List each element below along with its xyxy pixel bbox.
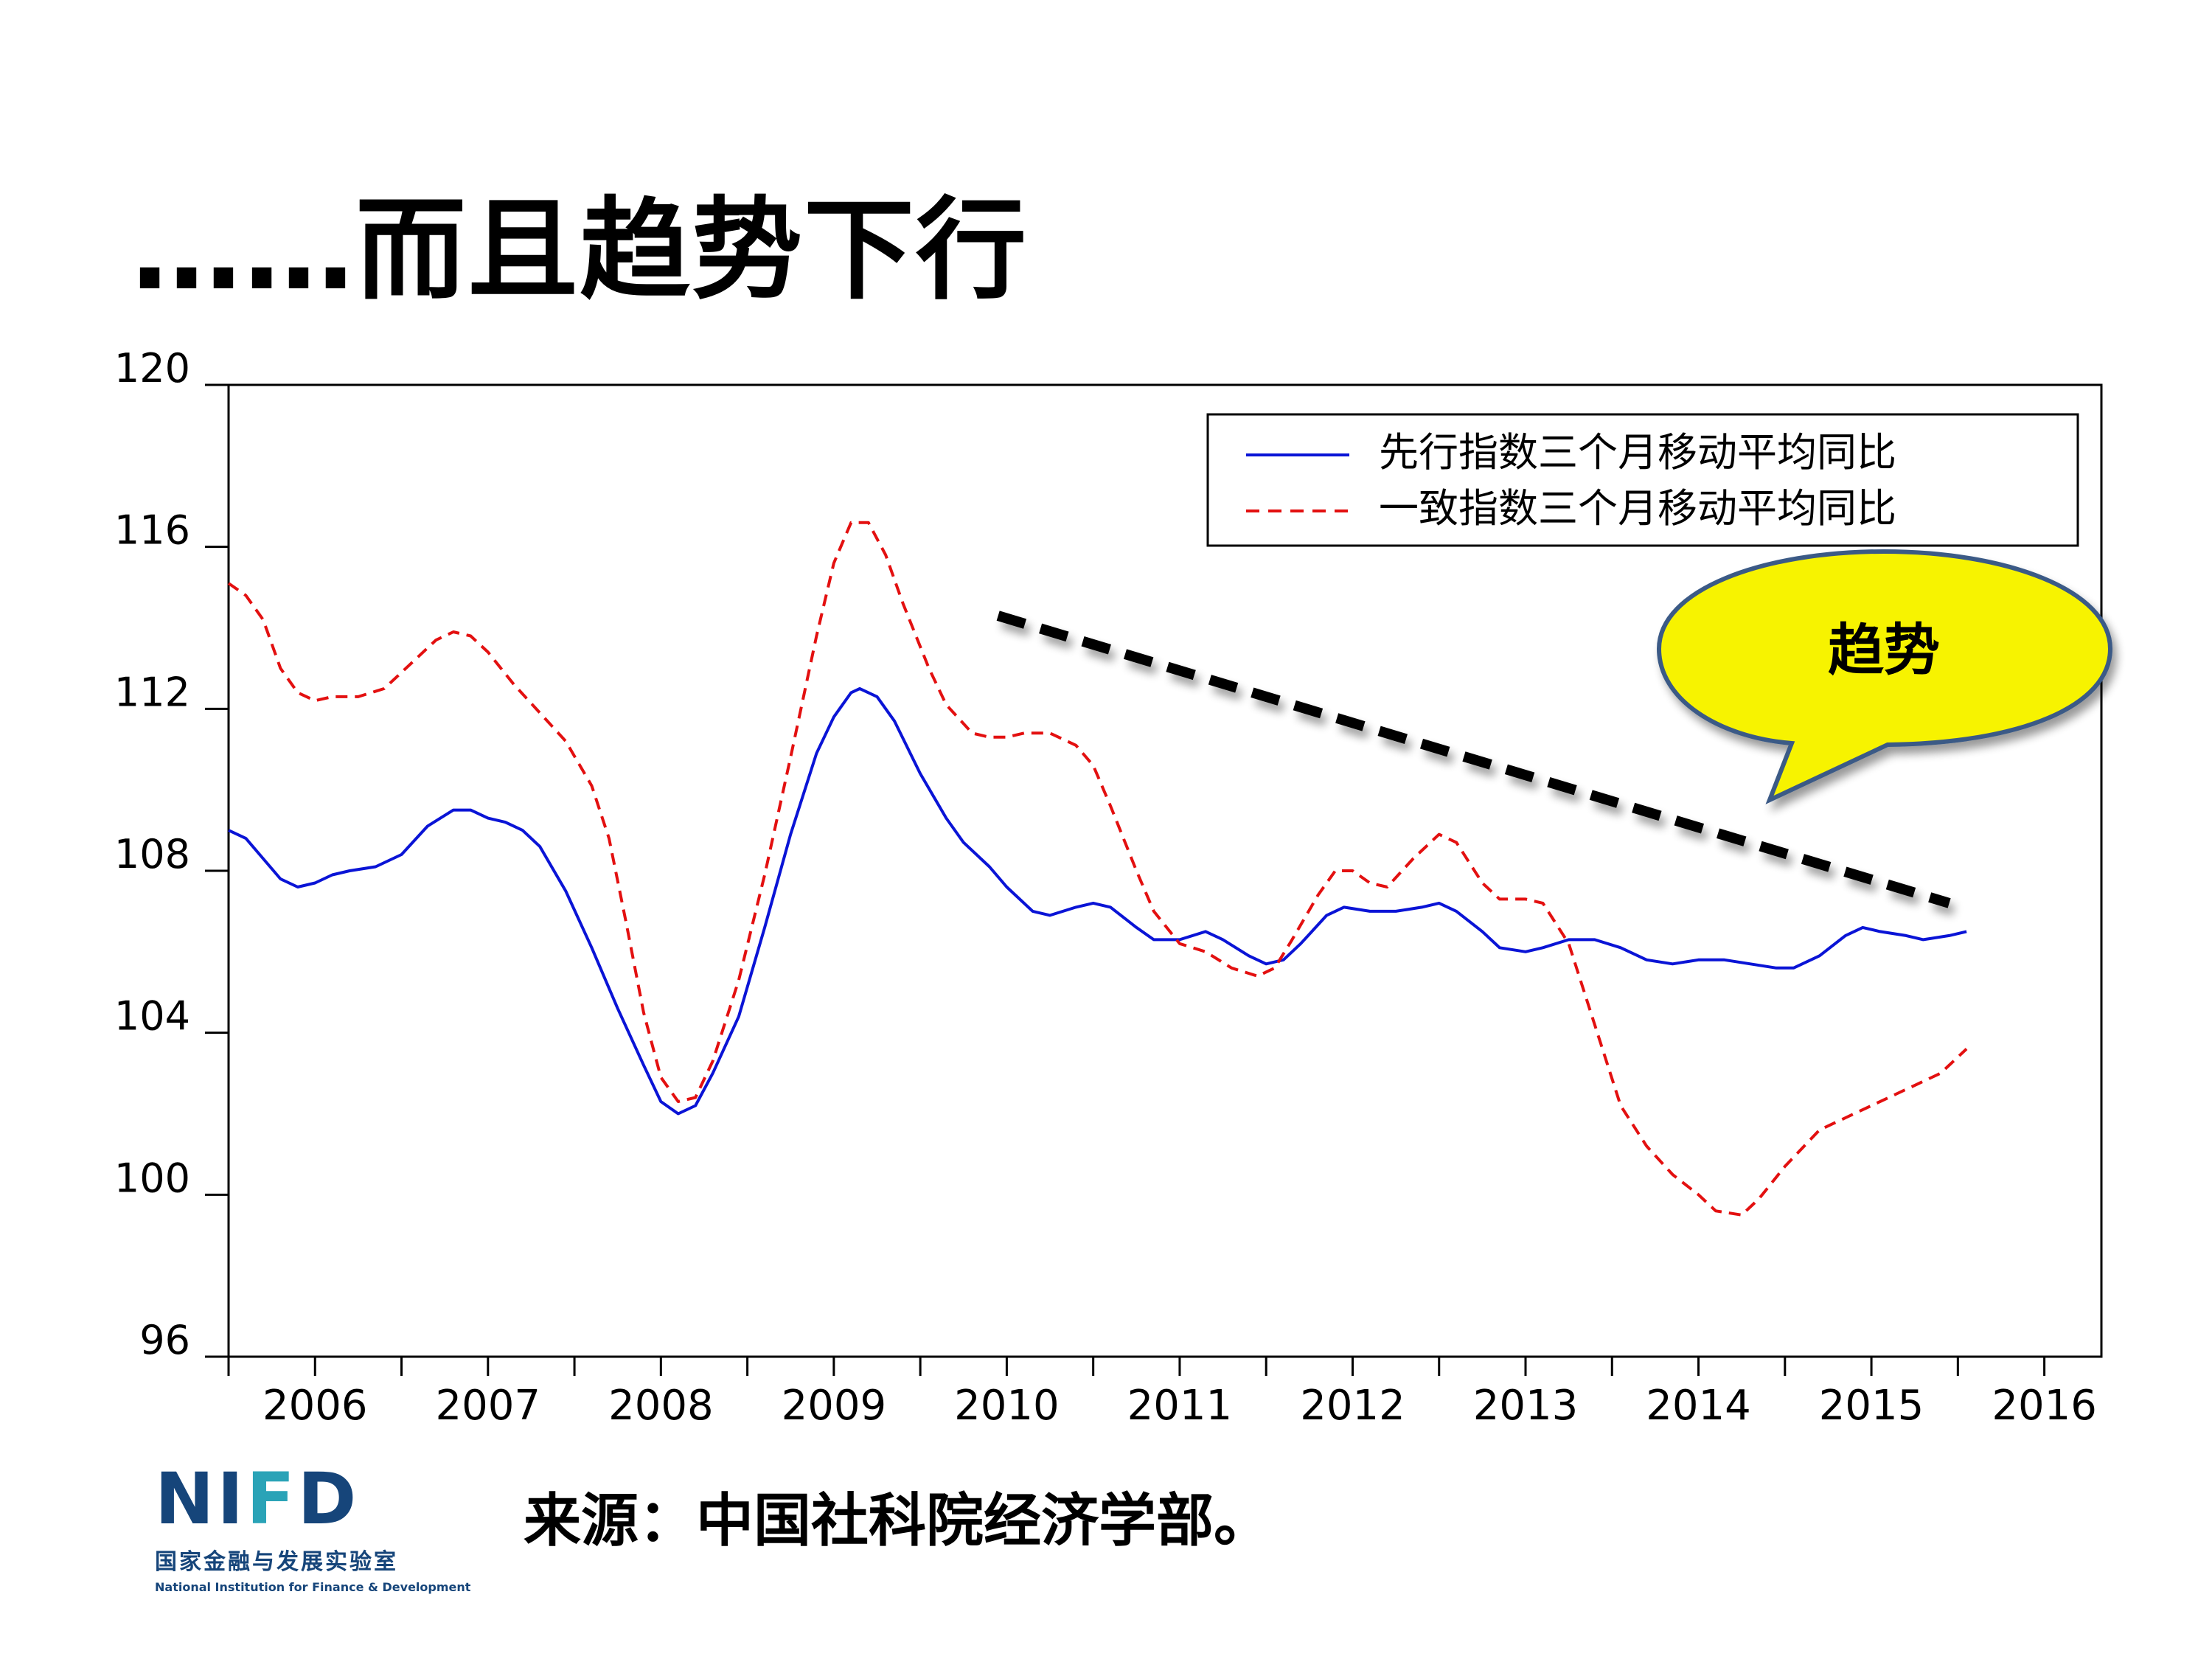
logo-name-cn: 国家金融与发展实验室 bbox=[155, 1549, 398, 1575]
x-tick-label: 2008 bbox=[608, 1382, 714, 1430]
legend: 先行指数三个月移动平均同比 一致指数三个月移动平均同比 bbox=[1206, 413, 2079, 547]
x-tick-label: 2011 bbox=[1127, 1382, 1233, 1430]
series-line-leading bbox=[228, 686, 1967, 1116]
legend-box bbox=[1206, 413, 2079, 547]
slide-title: ……而且趋势下行 bbox=[131, 187, 1029, 315]
callout-bubble bbox=[1656, 549, 2113, 804]
x-axis: 2006 2007 2008 2009 2010 2011 2012 2013 2014 2015… bbox=[227, 1357, 2097, 1430]
logo-mark-ni: NI bbox=[155, 1458, 247, 1540]
series-line-coincident bbox=[227, 521, 1968, 1217]
y-tick-label: 112 bbox=[114, 669, 190, 715]
x-tick-label: 2009 bbox=[782, 1382, 887, 1430]
x-tick-label: 2012 bbox=[1300, 1382, 1405, 1430]
logo-mark-f: F bbox=[246, 1458, 298, 1540]
trend-callout: 趋势 bbox=[1656, 549, 2113, 804]
y-tick-label: 96 bbox=[139, 1317, 190, 1363]
source-note: 来源：中国社科院经济学部。 bbox=[524, 1487, 1272, 1554]
logo-name-en: National Institution for Finance & Devel… bbox=[155, 1580, 471, 1594]
callout-text: 趋势 bbox=[1828, 617, 1940, 683]
y-tick-label: 108 bbox=[114, 831, 190, 877]
annotation-layer bbox=[996, 611, 1951, 908]
legend-label-leading: 先行指数三个月移动平均同比 bbox=[1379, 429, 1896, 476]
x-tick-label: 2014 bbox=[1646, 1382, 1751, 1430]
x-tick-label: 2016 bbox=[1992, 1382, 2097, 1430]
y-tick-label: 120 bbox=[114, 345, 190, 392]
logo-mark-d: D bbox=[297, 1458, 360, 1540]
x-tick-label: 2006 bbox=[262, 1382, 368, 1430]
x-tick-label: 2007 bbox=[436, 1382, 541, 1430]
trend-line bbox=[996, 611, 1951, 908]
nifd-logo: NIFD 国家金融与发展实验室 National Institution for… bbox=[155, 1464, 471, 1596]
x-tick-label: 2010 bbox=[954, 1382, 1060, 1430]
series-layer bbox=[227, 521, 1968, 1217]
y-tick-label: 100 bbox=[114, 1155, 190, 1201]
logo-mark: NIFD bbox=[155, 1464, 435, 1534]
y-tick-label: 104 bbox=[114, 993, 190, 1040]
y-axis: 96 100 104 108 112 116 120 bbox=[114, 345, 229, 1363]
x-tick-label: 2015 bbox=[1819, 1382, 1924, 1430]
legend-label-coincident: 一致指数三个月移动平均同比 bbox=[1379, 485, 1896, 532]
x-tick-label: 2013 bbox=[1473, 1382, 1579, 1430]
y-tick-label: 116 bbox=[114, 507, 190, 554]
